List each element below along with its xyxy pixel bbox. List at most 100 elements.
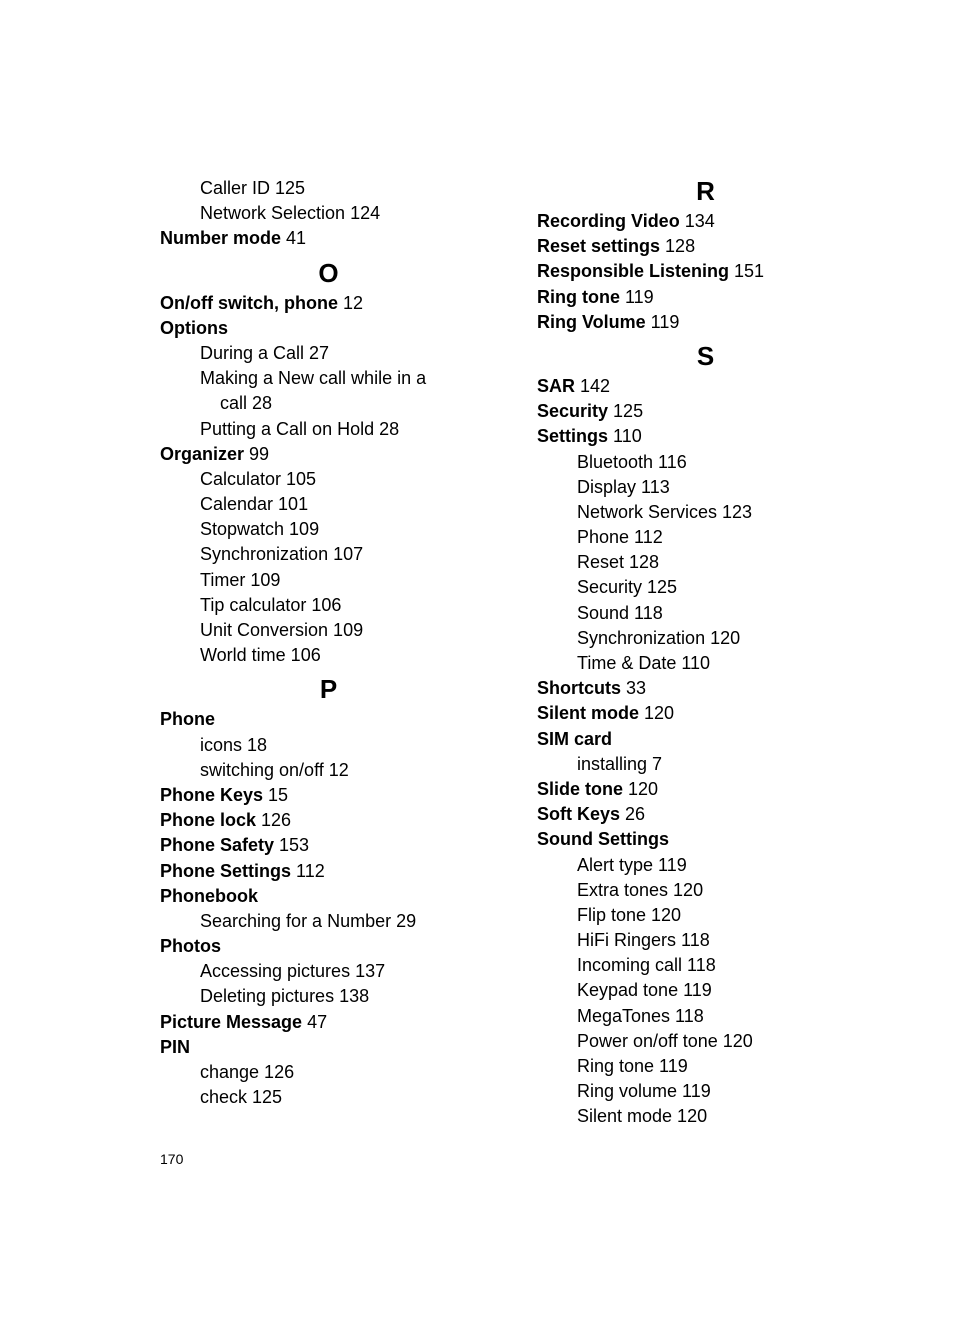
index-entry: Reset 128: [537, 550, 874, 575]
index-entry: Phone Safety 153: [160, 833, 497, 858]
index-entry: Network Services 123: [537, 500, 874, 525]
index-entry: Putting a Call on Hold 28: [160, 417, 497, 442]
index-entry: Ring volume 119: [537, 1079, 874, 1104]
index-page-ref: 112: [291, 861, 325, 881]
index-entry: Network Selection 124: [160, 201, 497, 226]
index-page-ref: 120: [639, 703, 674, 723]
index-term: Soft Keys: [537, 804, 620, 824]
index-column-left: Caller ID 125Network Selection 124Number…: [160, 176, 517, 1130]
index-term: Reset settings: [537, 236, 660, 256]
index-term: Picture Message: [160, 1012, 302, 1032]
index-entry: Caller ID 125: [160, 176, 497, 201]
index-entry: Sound Settings: [537, 827, 874, 852]
index-page-ref: 125: [608, 401, 643, 421]
index-term: Phone Keys: [160, 785, 263, 805]
page-wrapper: Caller ID 125Network Selection 124Number…: [0, 0, 954, 1319]
index-entry: Incoming call 118: [537, 953, 874, 978]
index-entry: Organizer 99: [160, 442, 497, 467]
index-term: Shortcuts: [537, 678, 621, 698]
index-entry: Alert type 119: [537, 853, 874, 878]
index-term: Security: [537, 401, 608, 421]
index-page-ref: 153: [274, 835, 309, 855]
index-entry: Time & Date 110: [537, 651, 874, 676]
index-term: SAR: [537, 376, 575, 396]
section-letter: S: [537, 341, 874, 372]
index-entry: Options: [160, 316, 497, 341]
index-entry: change 126: [160, 1060, 497, 1085]
index-entry: Responsible Listening 151: [537, 259, 874, 284]
index-column-right: RRecording Video 134Reset settings 128Re…: [517, 176, 874, 1130]
index-entry: Phone lock 126: [160, 808, 497, 833]
index-term: Phone Settings: [160, 861, 291, 881]
index-entry: MegaTones 118: [537, 1004, 874, 1029]
index-entry: icons 18: [160, 733, 497, 758]
index-entry: Reset settings 128: [537, 234, 874, 259]
index-term: On/off switch, phone: [160, 293, 338, 313]
index-entry: Timer 109: [160, 568, 497, 593]
index-entry: Shortcuts 33: [537, 676, 874, 701]
index-entry: Phone 112: [537, 525, 874, 550]
index-entry: Making a New call while in a: [160, 366, 497, 391]
index-entry: Phonebook: [160, 884, 497, 909]
index-term: Settings: [537, 426, 608, 446]
page-content: Caller ID 125Network Selection 124Number…: [0, 0, 954, 1170]
index-term: Number mode: [160, 228, 281, 248]
index-entry: Security 125: [537, 399, 874, 424]
page-number: 170: [160, 1151, 183, 1167]
index-entry: Synchronization 107: [160, 542, 497, 567]
index-entry: Settings 110: [537, 424, 874, 449]
index-entry: Accessing pictures 137: [160, 959, 497, 984]
index-page-ref: 26: [620, 804, 645, 824]
index-entry: Bluetooth 116: [537, 450, 874, 475]
index-entry: PIN: [160, 1035, 497, 1060]
index-entry: Slide tone 120: [537, 777, 874, 802]
index-entry: check 125: [160, 1085, 497, 1110]
index-term: Responsible Listening: [537, 261, 729, 281]
index-entry: Ring tone 119: [537, 285, 874, 310]
index-term: Ring Volume: [537, 312, 646, 332]
index-entry: Phone Keys 15: [160, 783, 497, 808]
index-entry: Soft Keys 26: [537, 802, 874, 827]
index-entry: HiFi Ringers 118: [537, 928, 874, 953]
index-entry: switching on/off 12: [160, 758, 497, 783]
index-entry: Number mode 41: [160, 226, 497, 251]
index-entry: Stopwatch 109: [160, 517, 497, 542]
index-page-ref: 119: [620, 287, 654, 307]
index-entry: Searching for a Number 29: [160, 909, 497, 934]
index-entry: Power on/off tone 120: [537, 1029, 874, 1054]
index-entry: Deleting pictures 138: [160, 984, 497, 1009]
index-entry: Security 125: [537, 575, 874, 600]
index-entry: Calendar 101: [160, 492, 497, 517]
index-entry: Phone: [160, 707, 497, 732]
index-page-ref: 134: [680, 211, 715, 231]
section-letter: R: [537, 176, 874, 207]
index-entry: Silent mode 120: [537, 1104, 874, 1129]
index-entry: installing 7: [537, 752, 874, 777]
index-page-ref: 142: [575, 376, 610, 396]
index-page-ref: 12: [338, 293, 363, 313]
index-page-ref: 151: [729, 261, 764, 281]
index-entry: Extra tones 120: [537, 878, 874, 903]
index-entry: SAR 142: [537, 374, 874, 399]
index-term: Phone lock: [160, 810, 256, 830]
index-entry: Display 113: [537, 475, 874, 500]
index-term: Organizer: [160, 444, 244, 464]
index-page-ref: 126: [256, 810, 291, 830]
index-entry: Flip tone 120: [537, 903, 874, 928]
index-page-ref: 128: [660, 236, 695, 256]
index-entry: World time 106: [160, 643, 497, 668]
index-page-ref: 15: [263, 785, 288, 805]
index-entry: Photos: [160, 934, 497, 959]
index-entry: Sound 118: [537, 601, 874, 626]
index-page-ref: 120: [623, 779, 658, 799]
index-entry: Ring tone 119: [537, 1054, 874, 1079]
index-entry: Tip calculator 106: [160, 593, 497, 618]
index-term: Recording Video: [537, 211, 680, 231]
index-page-ref: 33: [621, 678, 646, 698]
index-page-ref: 119: [646, 312, 680, 332]
index-page-ref: 99: [244, 444, 269, 464]
index-entry: Calculator 105: [160, 467, 497, 492]
index-entry: On/off switch, phone 12: [160, 291, 497, 316]
index-entry: Recording Video 134: [537, 209, 874, 234]
index-page-ref: 110: [608, 426, 642, 446]
